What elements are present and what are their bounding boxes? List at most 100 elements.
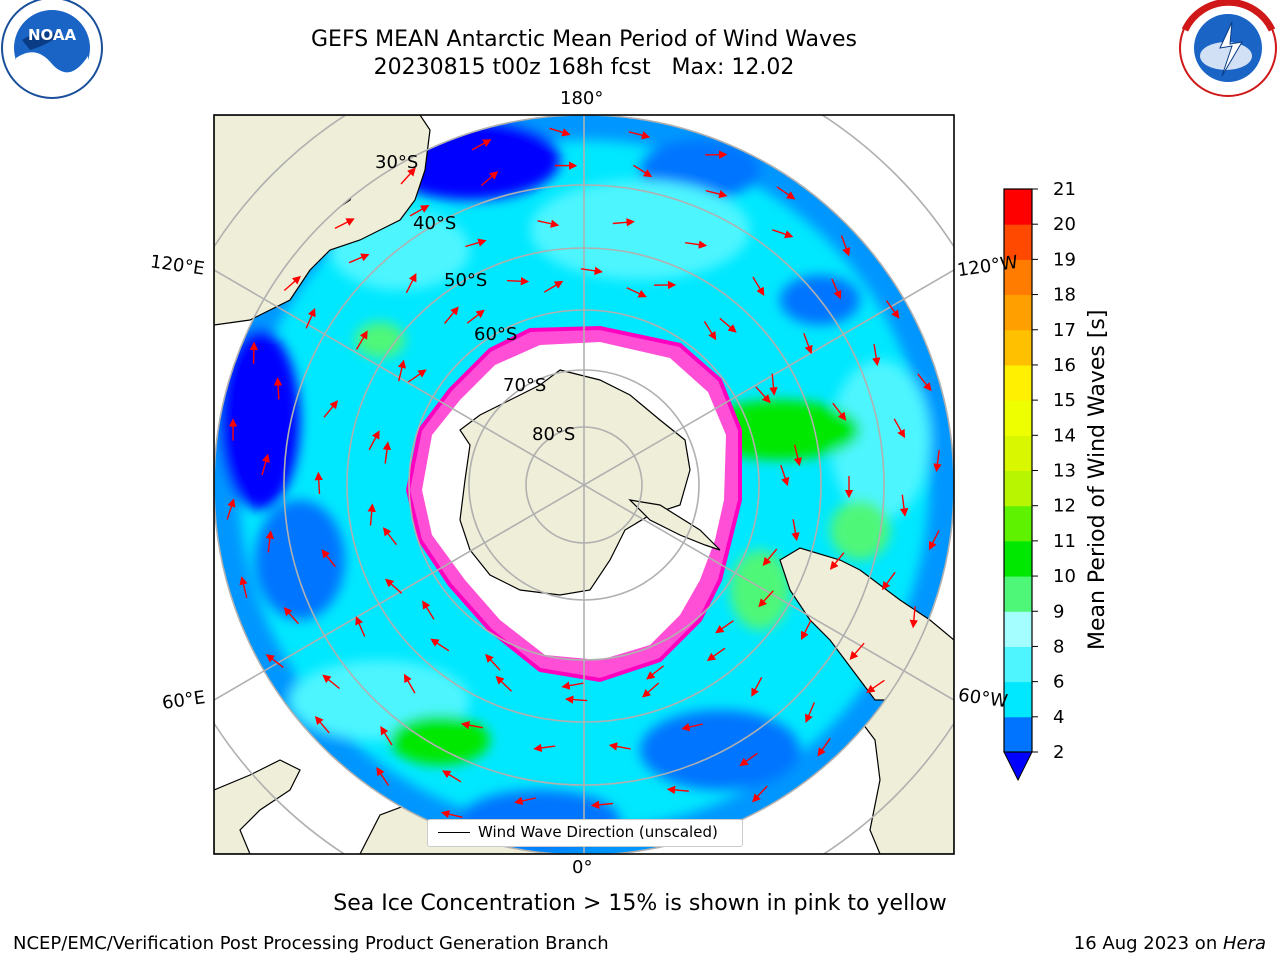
wind-wave-arrow <box>549 127 571 137</box>
wind-wave-arrow <box>832 402 847 421</box>
wind-wave-arrow <box>283 275 301 292</box>
colorbar-segment <box>1004 294 1032 331</box>
wind-wave-arrow <box>793 444 802 467</box>
wind-wave-arrow <box>681 723 703 732</box>
antarctic-peninsula <box>628 499 721 551</box>
lon-label-180: 180° <box>560 88 604 109</box>
map-subtitle: 20230815 t00z 168h fcst Max: 12.02 <box>373 55 795 80</box>
wind-wave-arrow <box>803 333 813 355</box>
wind-wave-arrow <box>866 679 885 693</box>
colorbar-segment <box>1004 189 1032 225</box>
lat-label-50s: 50°S <box>444 270 488 291</box>
colorbar-tick-label: 17 <box>1053 320 1076 341</box>
wind-wave-arrow <box>752 276 765 296</box>
wind-wave-arrow <box>628 131 651 140</box>
wind-wave-arrow <box>666 785 689 795</box>
wind-wave-arrow <box>314 715 330 734</box>
colorbar-segment <box>1004 576 1032 612</box>
lat-label-60s: 60°S <box>474 324 518 345</box>
wind-wave-arrow <box>872 344 881 367</box>
wind-wave-arrow <box>537 219 560 228</box>
wind-wave-arrow <box>580 266 603 275</box>
wind-wave-arrow <box>334 218 355 230</box>
wind-wave-arrow <box>752 785 768 803</box>
wind-wave-arrow <box>380 726 393 746</box>
wind-wave-arrow <box>933 450 942 473</box>
wind-wave-arrow <box>706 647 726 662</box>
colorbar-tick-label: 19 <box>1053 249 1076 270</box>
colorbar-segment <box>1004 611 1032 647</box>
wind-wave-arrow <box>755 386 771 404</box>
wind-wave-arrow <box>626 287 647 298</box>
wind-wave-arrow <box>405 272 417 294</box>
wind-wave-arrow <box>849 642 865 660</box>
lat-label-70s: 70°S <box>503 375 547 396</box>
wind-wave-arrow <box>403 673 416 694</box>
wind-wave-arrow <box>314 471 323 495</box>
wind-wave-arrow <box>460 721 483 730</box>
footer-date-text: 16 Aug 2023 on <box>1073 933 1223 954</box>
wind-wave-arrow <box>561 681 584 690</box>
noaa-logo: NOAA <box>1 0 103 99</box>
wind-wave-arrow <box>323 400 339 418</box>
wind-wave-arrow <box>265 654 284 668</box>
colorbar-tick-label: 6 <box>1053 672 1064 693</box>
wind-wave-arrow <box>780 464 790 487</box>
colorbar-tick-label: 9 <box>1053 601 1064 622</box>
wind-wave-arrows <box>226 127 942 843</box>
colorbar-tick-label: 2 <box>1053 742 1064 763</box>
colorbar-segment <box>1004 435 1032 471</box>
wind-wave-arrow <box>791 519 800 542</box>
footer-machine: Hera <box>1222 933 1266 954</box>
wind-wave-arrow <box>466 309 485 324</box>
wind-wave-arrow <box>739 752 758 767</box>
wind-wave-arrow <box>769 373 778 396</box>
wind-wave-arrow <box>430 638 450 652</box>
wind-wave-arrow <box>226 498 236 520</box>
wind-wave-arrow <box>633 164 653 178</box>
wind-wave-arrow <box>442 770 462 783</box>
wind-wave-arrow <box>265 530 275 553</box>
wind-wave-arrow <box>646 665 664 680</box>
colorbar-segment <box>1004 716 1032 753</box>
wind-wave-arrow <box>801 619 812 641</box>
antarctica-land <box>459 369 691 596</box>
wind-wave-arrow <box>829 552 845 570</box>
colorbar-segment <box>1004 470 1032 507</box>
colorbar-segment <box>1004 364 1032 401</box>
footer-credit: NCEP/EMC/Verification Post Processing Pr… <box>13 933 609 954</box>
noaa-logo-text: NOAA <box>28 26 77 44</box>
wind-wave-arrow <box>881 571 896 591</box>
colorbar-segment <box>1004 400 1032 436</box>
colorbar-tick-label: 12 <box>1053 496 1076 517</box>
wind-wave-arrow <box>273 377 283 400</box>
lon-label-0: 0° <box>572 857 593 878</box>
wind-wave-arrow <box>355 616 366 637</box>
sea-ice-caption: Sea Ice Concentration > 15% is shown in … <box>333 891 947 916</box>
wind-wave-arrow <box>514 796 536 806</box>
map-title: GEFS MEAN Antarctic Mean Period of Wind … <box>311 27 857 52</box>
wind-wave-arrow <box>480 171 499 187</box>
wind-wave-arrow <box>261 453 270 476</box>
footer-date: 16 Aug 2023 on Hera <box>1074 933 1266 954</box>
wind-wave-arrow <box>408 369 427 383</box>
wind-wave-arrow <box>444 306 459 324</box>
colorbar-segment <box>1004 259 1032 296</box>
colorbar-tick-label: 14 <box>1053 425 1076 446</box>
colorbar-segment <box>1004 681 1032 718</box>
wind-wave-arrow <box>533 743 556 753</box>
wind-wave-arrow <box>543 280 564 293</box>
wind-wave-arrow <box>367 503 376 526</box>
colorbar-tick-label: 13 <box>1053 461 1076 482</box>
wind-wave-arrow <box>321 549 336 568</box>
wind-wave-arrow <box>495 675 512 692</box>
wind-wave-arrow <box>772 229 794 239</box>
wind-wave-arrow <box>382 441 392 464</box>
map-area <box>214 115 954 854</box>
colorbar: 2 4 6 8 9 10 11 12 13 14 15 16 17 18 19 20 21 <box>1003 179 1076 782</box>
wind-wave-arrow <box>899 494 909 517</box>
colorbar-segment <box>1004 224 1032 260</box>
wind-wave-arrow <box>715 620 734 634</box>
wind-wave-arrow <box>239 576 248 598</box>
